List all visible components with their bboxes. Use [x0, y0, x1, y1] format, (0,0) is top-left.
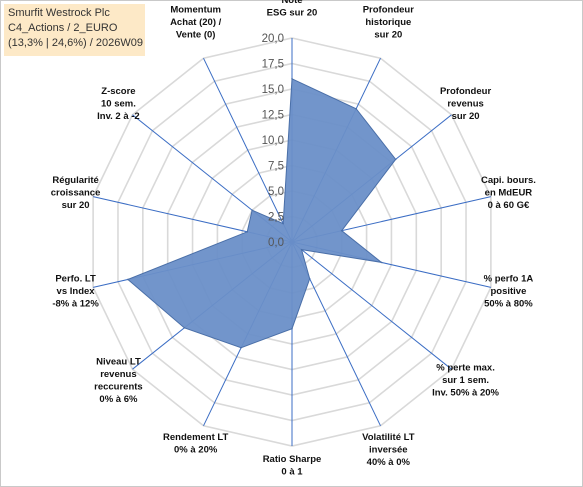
axis-label: Capi. bours. en MdEUR 0 à 60 G€	[481, 175, 536, 211]
axis-label-line: Régularité	[52, 175, 98, 186]
axis-label: Perfo. LT vs Index -8% à 12%	[52, 274, 99, 310]
axis-label-line: 0% à 20%	[174, 445, 218, 456]
axis-label-line: revenus	[100, 369, 136, 380]
axis-labels: Note ESG sur 20 Profondeur historique sur 20…	[51, 0, 536, 478]
axis-label: Note ESG sur 20	[267, 0, 318, 19]
axis-spoke	[291, 241, 452, 370]
axis-label: Z-score 10 sem. Inv. 2 à -2	[97, 86, 140, 122]
axis-label: Niveau LT revenus reccurents 0% à 6%	[94, 356, 143, 405]
axis-label-line: en MdEUR	[485, 187, 533, 198]
data-point	[300, 248, 303, 251]
axis-label-line: 10 sem.	[101, 98, 136, 109]
data-point	[282, 222, 284, 225]
axis-label-line: -8% à 12%	[52, 299, 99, 310]
tick-label: 12,5	[262, 110, 284, 122]
data-point	[355, 107, 357, 110]
axis-label-line: historique	[365, 17, 411, 28]
axis-label-line: % perte max.	[436, 363, 495, 374]
axis-label-line: 0 à 1	[281, 467, 303, 478]
axis-spoke	[203, 57, 293, 243]
chart-title-line-3: (13,3% | 24,6%) / 2026W09	[8, 37, 143, 49]
tick-label: 17,5	[262, 59, 284, 71]
axis-label-line: positive	[490, 286, 526, 297]
axis-label-line: Note	[281, 0, 302, 6]
chart-title-box: Smurfit Westrock Plc C4_Actions / 2_EURO…	[4, 4, 145, 56]
data-point	[240, 346, 242, 349]
axis-label-line: 0 à 60 G€	[488, 200, 530, 211]
axis-label-line: sur 20	[452, 111, 480, 122]
tick-label: 5,0	[268, 186, 284, 198]
tick-labels: 0,0 2,5 5,0 7,5 10,0 12,5 15,0 17,5 20,0	[262, 33, 284, 249]
chart-title-line-1: Smurfit Westrock Plc	[8, 7, 110, 19]
axis-label-line: sur 20	[374, 29, 402, 40]
axis-label-line: inversée	[369, 445, 408, 456]
axis-label-line: Z-score	[101, 86, 135, 97]
data-point	[340, 229, 343, 232]
axis-label-line: Achat (20) /	[170, 17, 222, 28]
axis-label: Ratio Sharpe 0 à 1	[263, 454, 322, 478]
axis-label-line: % perfo 1A	[484, 274, 534, 285]
data-point	[394, 158, 397, 161]
axis-label-line: vs Index	[57, 286, 96, 297]
axis-label-line: sur 20	[62, 200, 90, 211]
axis-label-line: 0% à 6%	[99, 394, 138, 405]
tick-label: 0,0	[268, 237, 284, 249]
axis-label: Profondeur revenus sur 20	[440, 86, 491, 122]
tick-label: 2,5	[268, 212, 284, 224]
tick-label: 20,0	[262, 33, 284, 45]
axis-label-line: Momentum	[170, 4, 221, 15]
axis-label-line: croissance	[51, 187, 101, 198]
axis-label-line: sur 1 sem.	[442, 375, 489, 386]
axis-label-line: Ratio Sharpe	[263, 454, 322, 465]
axis-label: % perfo 1A positive 50% à 80%	[484, 274, 534, 310]
tick-label: 10,0	[262, 135, 284, 147]
axis-label: Profondeur historique sur 20	[363, 4, 414, 40]
axis-label: Volatilité LT inversée 40% à 0%	[362, 432, 415, 468]
data-point	[183, 327, 186, 329]
axis-label: Momentum Achat (20) / Vente (0)	[170, 4, 222, 40]
data-point	[380, 261, 383, 264]
axis-label: Rendement LT 0% à 20%	[163, 432, 228, 456]
tick-label: 15,0	[262, 84, 284, 96]
axis-label-line: 40% à 0%	[367, 457, 411, 468]
tick-label: 7,5	[268, 161, 284, 173]
axis-label-line: Profondeur	[363, 4, 414, 15]
axis-label-line: Rendement LT	[163, 432, 228, 443]
axis-label-line: reccurents	[94, 381, 143, 392]
data-point	[308, 277, 311, 280]
axis-label-line: Capi. bours.	[481, 175, 536, 186]
axis-label-line: Vente (0)	[176, 29, 216, 40]
data-point	[251, 209, 253, 212]
axis-label: % perte max. sur 1 sem. Inv. 50% à 20%	[432, 363, 499, 399]
series	[126, 78, 397, 349]
chart-title-line-2: C4_Actions / 2_EURO	[8, 22, 118, 34]
data-point	[291, 78, 293, 80]
axis-label-line: ESG sur 20	[267, 8, 318, 19]
axis-label-line: Inv. 2 à -2	[97, 111, 140, 122]
data-point	[291, 327, 293, 330]
axis-label-line: Inv. 50% à 20%	[432, 388, 499, 399]
axis-label-line: Perfo. LT	[55, 274, 96, 285]
axis-label-line: revenus	[447, 98, 483, 109]
axis-label-line: Profondeur	[440, 86, 491, 97]
axis-label-line: 50% à 80%	[484, 299, 533, 310]
data-point	[246, 230, 249, 233]
axis-label-line: Niveau LT	[96, 356, 141, 367]
axis-label-line: Volatilité LT	[362, 432, 415, 443]
data-point	[127, 278, 129, 281]
axis-label: Régularité croissance sur 20	[51, 175, 101, 211]
